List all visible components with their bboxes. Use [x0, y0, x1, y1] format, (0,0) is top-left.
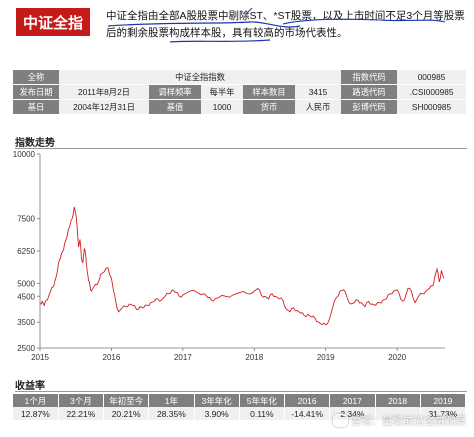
y-tick-label: 2500 [17, 344, 35, 353]
returns-header-cell: 5年年化 [239, 394, 286, 407]
rebalance-freq-value: 每半年 [201, 84, 243, 100]
returns-header-cell: 3年年化 [194, 394, 240, 407]
fullname-label: 全称 [13, 70, 59, 85]
currency-value: 人民币 [295, 99, 342, 115]
info-row: 基日 2004年12月31日 基值 1000 货币 人民币 彭博代码 SH000… [13, 99, 467, 115]
section-divider [15, 148, 467, 149]
returns-header-cell: 2017 [329, 394, 376, 407]
returns-table: 1个月 3个月 年初至今 1年 3年年化 5年年化 2016 2017 2018 2019 12.… [13, 394, 467, 420]
x-tick-label: 2015 [31, 353, 49, 362]
returns-value-cell: 2.34% [329, 407, 376, 420]
info-row: 全称 中证全指指数 指数代码 000985 [13, 70, 467, 85]
description-text: 中证全指由全部A股股票中剔除ST、*ST股票，以及上市时间不足3个月等股票后的剩… [106, 10, 465, 39]
x-tick-label: 2020 [388, 353, 406, 362]
returns-header-cell: 1年 [148, 394, 195, 407]
reuters-code-value: .CSI000985 [397, 84, 467, 100]
fullname-value: 中证全指指数 [59, 70, 342, 85]
watermark: 雪球：量聚前沿金融观察 [332, 413, 467, 428]
bloomberg-code-value: SH000985 [397, 99, 467, 115]
returns-value-row: 12.87% 22.21% 20.21% 28.35% 3.90% 0.11% -14.41… [13, 407, 467, 420]
currency-label: 货币 [243, 99, 295, 115]
section-divider [15, 391, 467, 392]
returns-header-cell: 3个月 [58, 394, 105, 407]
returns-value-cell: 3.90% [194, 407, 240, 420]
x-tick-label: 2016 [103, 353, 121, 362]
base-date-label: 基日 [13, 99, 59, 115]
index-code-value: 000985 [397, 70, 467, 85]
index-info-table: 全称 中证全指指数 指数代码 000985 发布日期 2011年8月2日 调样频… [13, 70, 467, 115]
xueqiu-logo-icon [332, 414, 348, 427]
index-series-line [39, 206, 445, 326]
returns-value-cell: 22.21% [58, 407, 105, 420]
returns-value-cell: 28.35% [148, 407, 195, 420]
returns-value-cell: 12.87% [13, 407, 59, 420]
x-tick-label: 2019 [317, 353, 335, 362]
bloomberg-code-label: 彭博代码 [341, 99, 398, 115]
base-value-label: 基值 [149, 99, 201, 115]
info-row: 发布日期 2011年8月2日 调样频率 每半年 样本数目 3415 路透代码 .… [13, 84, 467, 100]
returns-value-cell: 20.21% [103, 407, 150, 420]
sample-count-value: 3415 [295, 84, 342, 100]
returns-header-cell: 2019 [420, 394, 467, 407]
returns-section-title: 收益率 [15, 381, 45, 392]
returns-header-cell: 年初至今 [103, 394, 150, 407]
returns-value-cell: 31.73% [420, 407, 467, 420]
index-code-label: 指数代码 [341, 70, 398, 85]
y-tick-label: 5000 [17, 279, 35, 288]
reuters-code-label: 路透代码 [341, 84, 398, 100]
release-date-label: 发布日期 [13, 84, 59, 100]
release-date-value: 2011年8月2日 [59, 84, 149, 100]
index-description: 中证全指由全部A股股票中剔除ST、*ST股票，以及上市时间不足3个月等股票后的剩… [106, 8, 468, 42]
base-date-value: 2004年12月31日 [59, 99, 149, 115]
returns-header-cell: 2016 [284, 394, 331, 407]
returns-header-row: 1个月 3个月 年初至今 1年 3年年化 5年年化 2016 2017 2018 2019 [13, 394, 467, 407]
y-tick-label: 3500 [17, 318, 35, 327]
y-tick-label: 7500 [17, 215, 35, 224]
y-tick-label: 4500 [17, 292, 35, 301]
sample-count-label: 样本数目 [243, 84, 295, 100]
watermark-text: 雪球：量聚前沿金融观察 [350, 415, 467, 427]
returns-value-cell: 0.11% [239, 407, 286, 420]
trend-section-title: 指数走势 [15, 138, 55, 149]
rebalance-freq-label: 调样频率 [149, 84, 201, 100]
y-tick-label: 10000 [13, 150, 36, 159]
y-tick-label: 6250 [17, 247, 35, 256]
x-tick-label: 2017 [174, 353, 192, 362]
base-value-value: 1000 [201, 99, 243, 115]
returns-value-cell [375, 407, 421, 420]
returns-header-cell: 1个月 [13, 394, 59, 407]
returns-value-cell: -14.41% [284, 407, 331, 420]
returns-header-cell: 2018 [375, 394, 421, 407]
x-tick-label: 2018 [245, 353, 263, 362]
index-name-badge: 中证全指 [16, 8, 90, 36]
